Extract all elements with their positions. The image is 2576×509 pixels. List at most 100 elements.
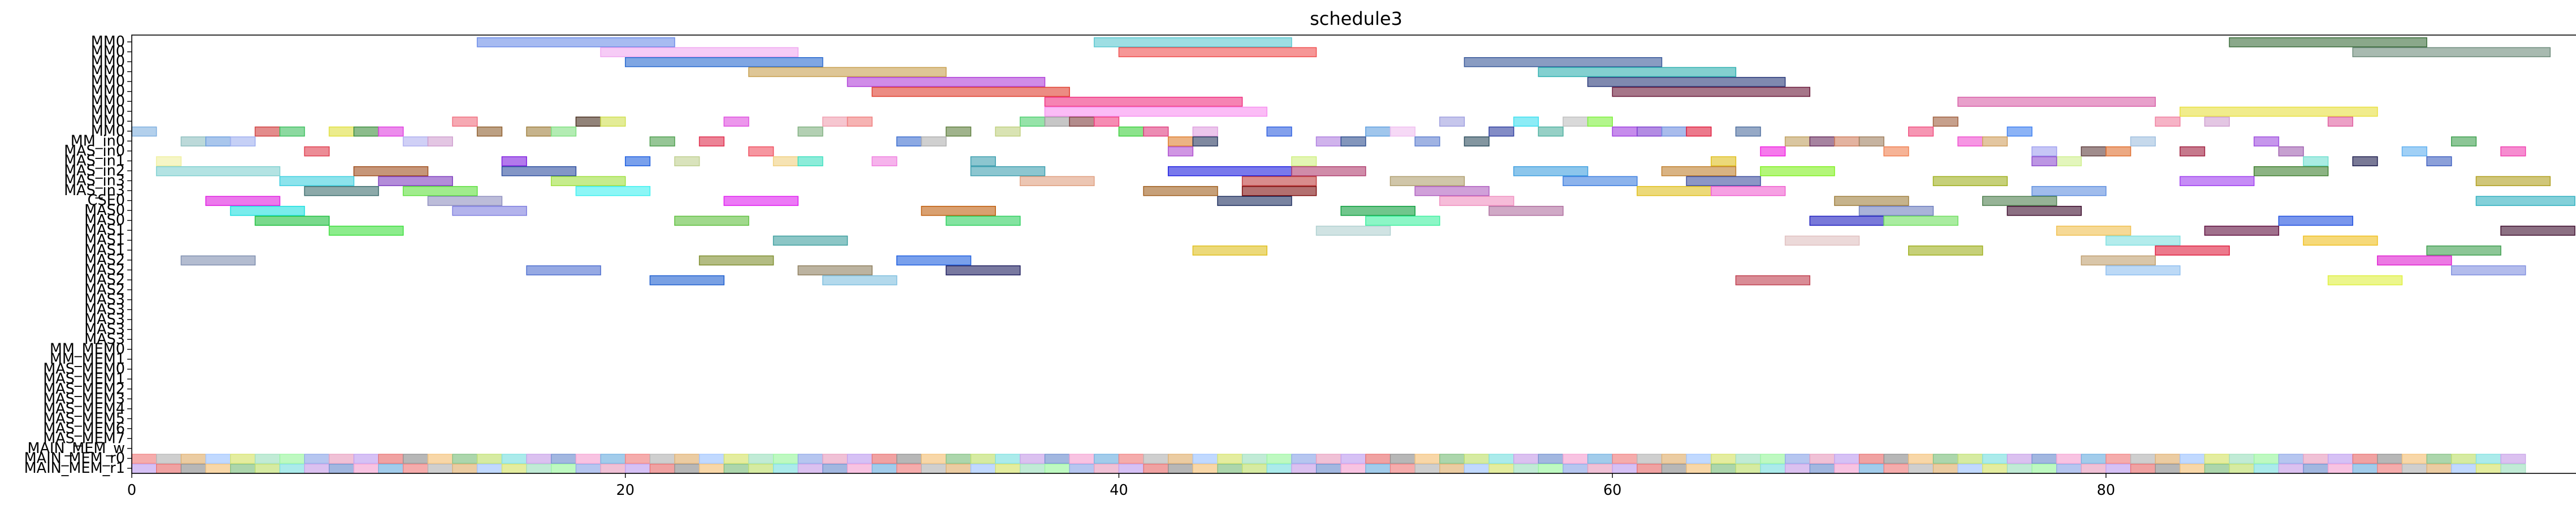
mem-block [1637, 464, 1663, 474]
task-bar [1390, 126, 1416, 137]
task-bar [797, 126, 823, 137]
mem-block [1760, 464, 1786, 474]
task-bar [205, 196, 281, 206]
mem-block [1464, 464, 1490, 474]
mem-block [2500, 464, 2526, 474]
task-bar [1883, 215, 1958, 226]
mem-block [1538, 464, 1564, 474]
task-bar [1735, 275, 1811, 286]
task-bar [1883, 146, 1909, 157]
task-bar [403, 136, 429, 146]
task-bar [1365, 215, 1440, 226]
task-bar [649, 136, 675, 146]
task-bar [1710, 156, 1737, 166]
task-bar [1488, 126, 1514, 137]
task-bar [378, 176, 454, 187]
mem-block [279, 454, 305, 464]
mem-block [2056, 464, 2082, 474]
y-tick-label: MM0 [91, 73, 125, 90]
task-bar [1858, 206, 1934, 216]
task-bar [526, 265, 601, 275]
mem-block [2475, 454, 2501, 464]
mem-block [1637, 454, 1663, 464]
task-bar [1143, 186, 1218, 196]
y-tick-label: MM0 [91, 33, 125, 50]
mem-block [2401, 454, 2427, 464]
mem-block [428, 454, 453, 464]
task-bar [921, 136, 947, 146]
task-bar [2155, 245, 2230, 256]
mem-block [1587, 454, 1613, 464]
mem-block [699, 464, 724, 474]
mem-block [1044, 464, 1070, 474]
mem-block [625, 454, 650, 464]
task-bar [1637, 126, 1663, 137]
task-bar [1291, 166, 1366, 176]
task-bar [1932, 117, 1958, 127]
mem-block [1809, 464, 1835, 474]
task-bar [2056, 226, 2131, 236]
task-bar [723, 196, 799, 206]
task-bar [254, 215, 330, 226]
y-tick-label: MAS0 [84, 202, 125, 219]
mem-block [1760, 454, 1786, 464]
task-bar [1834, 196, 1909, 206]
task-bar [1266, 126, 1292, 137]
y-tick-label: MAIN_MEM_w [27, 440, 125, 457]
mem-block [1809, 454, 1835, 464]
task-bar [698, 255, 774, 266]
task-bar [946, 265, 1021, 275]
mem-block [1957, 464, 1983, 474]
task-bar [1192, 136, 1218, 146]
mem-block [1414, 464, 1440, 474]
y-tick-label: MAS0 [84, 212, 125, 229]
mem-block [2007, 454, 2033, 464]
task-bar [871, 156, 897, 166]
task-bar [575, 117, 601, 127]
mem-block [1168, 464, 1193, 474]
mem-block [773, 454, 799, 464]
mem-block [822, 464, 848, 474]
task-bar [2007, 126, 2033, 137]
task-bar [1241, 176, 1317, 187]
mem-block [847, 464, 873, 474]
task-bar [1809, 136, 1835, 146]
task-bar [329, 226, 404, 236]
task-bar [403, 186, 478, 196]
y-tick-label: MAS3 [84, 331, 125, 348]
mem-block [2204, 464, 2230, 474]
mem-block [2180, 464, 2206, 474]
task-bar [847, 117, 873, 127]
task-bar [896, 136, 922, 146]
task-bar [2426, 245, 2501, 256]
task-bar [723, 117, 749, 127]
task-bar [2180, 146, 2206, 157]
task-bar [279, 176, 355, 187]
mem-block [896, 454, 922, 464]
task-bar [156, 156, 182, 166]
task-bar [329, 126, 355, 137]
mem-block [205, 464, 231, 474]
mem-block [1291, 464, 1317, 474]
mem-block [2105, 464, 2131, 474]
mem-block [2377, 464, 2403, 474]
mem-block [2204, 454, 2230, 464]
y-tick-label: MAS2 [84, 271, 125, 288]
task-bar [1340, 206, 1416, 216]
mem-block [1439, 464, 1465, 474]
mem-block [1217, 464, 1243, 474]
mem-block [1858, 464, 1884, 474]
mem-block [1266, 464, 1292, 474]
task-bar [600, 117, 626, 127]
mem-block [403, 464, 429, 474]
mem-block [649, 464, 675, 474]
task-bar [1538, 126, 1564, 137]
task-bar [2105, 265, 2181, 275]
mem-block [1020, 464, 1046, 474]
y-tick-label: MAS1 [84, 222, 125, 239]
mem-block [2229, 454, 2255, 464]
task-bar [304, 186, 379, 196]
mem-block [1340, 454, 1366, 464]
task-bar [797, 156, 823, 166]
